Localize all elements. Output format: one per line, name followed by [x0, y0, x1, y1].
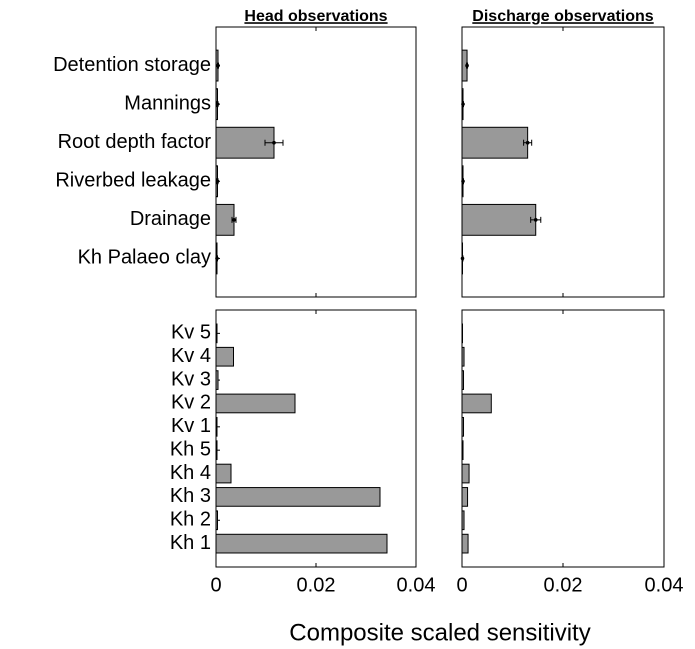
panel-title: Discharge observations	[472, 8, 654, 25]
bar	[215, 203, 235, 236]
bar	[215, 346, 234, 367]
error-bar-part	[465, 63, 469, 68]
error-bar-part	[216, 63, 220, 68]
x-tick-label: 0.02	[544, 574, 583, 596]
y-tick-label: Mannings	[124, 92, 211, 114]
error-bar	[215, 101, 220, 108]
y-tick-label: Root depth factor	[58, 131, 212, 153]
y-tick-label: Drainage	[130, 208, 211, 230]
bar	[461, 510, 465, 531]
error-bar	[460, 255, 465, 262]
error-bar	[465, 62, 469, 69]
y-tick-label: Kh 1	[170, 532, 211, 554]
bar	[215, 440, 218, 461]
bar	[461, 463, 470, 484]
bar	[215, 463, 232, 484]
y-tick-label: Kh 3	[170, 485, 211, 507]
axes-box	[461, 26, 665, 298]
error-bar-part	[525, 140, 530, 145]
x-tick-label: 0	[210, 574, 221, 596]
error-bar	[461, 178, 465, 185]
error-bar	[264, 139, 284, 146]
error-bar	[216, 62, 220, 69]
bar	[215, 510, 218, 531]
error-bar	[461, 101, 465, 108]
x-axis-label: Composite scaled sensitivity	[289, 619, 590, 646]
bar	[461, 323, 464, 344]
y-tick-label: Kh 2	[170, 509, 211, 531]
x-tick-label: 0.04	[397, 574, 436, 596]
bar	[461, 203, 537, 236]
y-tick-label: Kh 5	[170, 438, 211, 460]
axes-box	[215, 26, 417, 298]
y-tick-label: Kv 4	[171, 345, 211, 367]
error-bar-part	[215, 102, 220, 106]
bar	[461, 126, 529, 159]
error-bar	[231, 216, 237, 223]
x-tick-label: 0	[456, 574, 467, 596]
error-bar-part	[460, 256, 465, 261]
error-bar	[530, 216, 542, 223]
bar	[215, 533, 388, 554]
bar	[215, 416, 218, 437]
axes-box	[461, 309, 665, 568]
y-tick-label: Kv 5	[171, 322, 211, 344]
bar	[215, 393, 296, 414]
bar	[461, 393, 492, 414]
error-bar-part	[215, 256, 219, 261]
bar	[461, 346, 465, 367]
y-tick-label: Kv 3	[171, 368, 211, 390]
bar	[461, 440, 464, 461]
bar	[461, 416, 465, 437]
y-tick-label: Riverbed leakage	[55, 170, 211, 192]
panel-title: Head observations	[244, 8, 387, 25]
y-tick-label: Kv 1	[171, 415, 211, 437]
error-bar	[523, 139, 533, 146]
bar	[215, 126, 275, 159]
error-bar-part	[232, 218, 236, 222]
x-tick-label: 0.04	[645, 574, 684, 596]
bar	[461, 533, 469, 554]
bar	[461, 487, 469, 507]
error-bar-part	[461, 179, 465, 184]
error-bar	[215, 255, 219, 262]
bar	[215, 487, 381, 507]
y-tick-label: Kh Palaeo clay	[78, 247, 211, 269]
y-tick-label: Kv 2	[171, 392, 211, 414]
error-bar-part	[215, 179, 220, 184]
axes-box	[215, 309, 417, 568]
error-bar-part	[461, 102, 465, 106]
error-bar-part	[533, 218, 538, 222]
bar	[461, 370, 465, 390]
y-tick-label: Kh 4	[170, 462, 211, 484]
bar	[215, 323, 218, 344]
x-tick-label: 0.02	[297, 574, 336, 596]
error-bar-part	[272, 140, 276, 145]
bar	[215, 370, 219, 390]
error-bar	[215, 178, 220, 185]
y-tick-label: Detention storage	[53, 54, 211, 76]
